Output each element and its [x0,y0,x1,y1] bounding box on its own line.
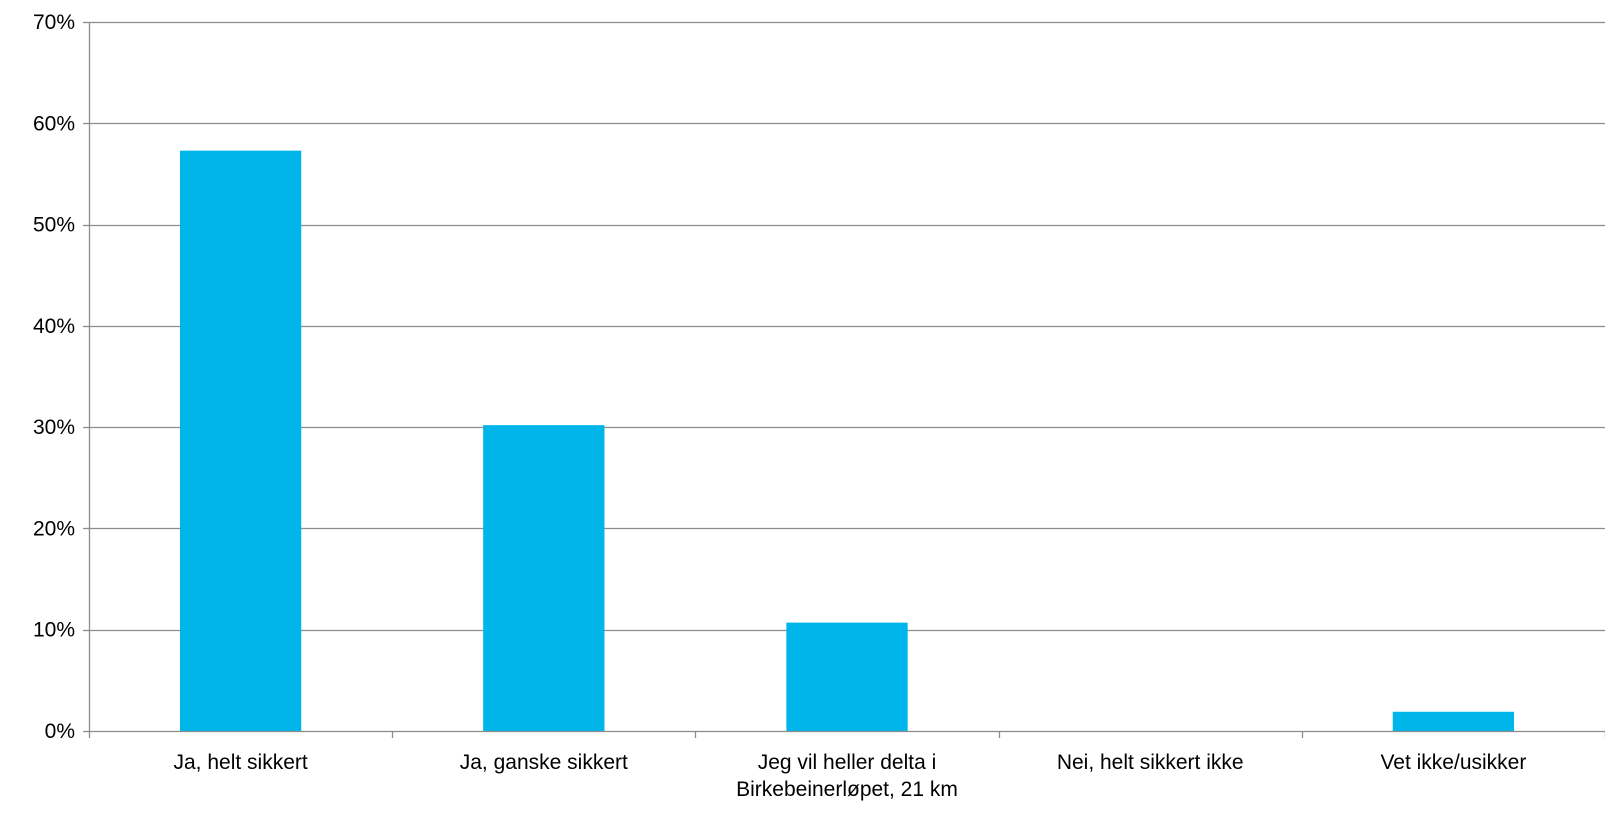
y-tick-label-7: 70% [33,11,75,34]
y-tick-label-1: 10% [33,619,75,642]
x-category-label-1: Ja, ganske sikkert [460,751,628,774]
y-tick-label-3: 30% [33,416,75,439]
gridlines [89,21,1605,632]
y-tick-label-4: 40% [33,315,75,338]
x-category-label-4-line-0: Vet ikke/usikker [1380,751,1526,774]
x-category-label-2: Jeg vil heller delta i Birkebeinerløpet, … [736,751,958,801]
bar-4 [1392,711,1515,731]
y-tick-label-2: 20% [33,517,75,540]
bar-1 [483,425,605,731]
x-category-label-4: Vet ikke/usikker [1380,751,1526,774]
x-category-label-2-line-1: Birkebeinerløpet, 21 km [736,778,958,801]
y-tick-label-6: 60% [33,112,75,135]
bars [179,150,1515,731]
x-category-label-2-line-0: Jeg vil heller delta i [758,751,937,774]
x-category-label-0: Ja, helt sikkert [173,751,307,774]
x-category-labels: Ja, helt sikkert Ja, ganske sikkert Jeg vi… [173,751,1526,801]
x-category-label-3: Nei, helt sikkert ikke [1057,751,1244,774]
x-category-label-0-line-0: Ja, helt sikkert [173,751,307,774]
bar-2 [786,622,908,731]
axes [83,21,1605,738]
y-tick-label-5: 50% [33,214,75,237]
y-tick-labels: 0% 10% 20% 30% 40% 50% 60% 70% [33,11,75,743]
x-category-label-3-line-0: Nei, helt sikkert ikke [1057,751,1244,774]
bar-0 [179,150,302,731]
x-category-label-1-line-0: Ja, ganske sikkert [460,751,628,774]
y-tick-label-0: 0% [45,720,75,743]
